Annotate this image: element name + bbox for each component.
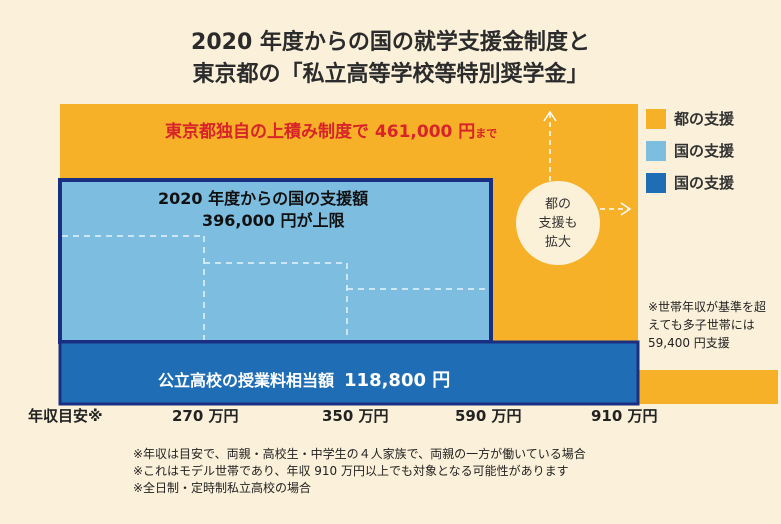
multi-child-support-bar: [638, 370, 778, 404]
axis-prefix: 年収目安※: [28, 407, 103, 425]
legend-item-national-light: 国の支援: [646, 140, 734, 161]
axis-tick-910: 910 万円: [591, 407, 658, 425]
legend-swatch-national-dark: [646, 172, 666, 193]
axis-tick-270: 270 万円: [172, 407, 239, 425]
footnote-1: ※年収は目安で、両親・高校生・中学生の４人家族で、両親の一方が働いている場合: [133, 447, 586, 461]
expand-line1: 都の: [544, 196, 571, 212]
axis-tick-590: 590 万円: [455, 407, 522, 425]
public-tuition-area: [58, 340, 640, 406]
axis-tick-350: 350 万円: [322, 407, 389, 425]
chart-title-line1: 2020 年度からの国の就学支援金制度と: [191, 30, 590, 55]
legend-item-tokyo: 都の支援: [646, 108, 734, 129]
expand-line2: 支援も: [538, 215, 578, 231]
footnote-3: ※全日制・定時制私立高校の場合: [133, 481, 312, 495]
tokyo-expand-badge: 都の 支援も 拡大: [516, 181, 600, 265]
legend-swatch-tokyo: [646, 108, 666, 129]
national-support-label: 2020 年度からの国の支援額 396,000 円が上限: [158, 188, 368, 232]
tokyo-support-label: 東京都独自の上積み制度で 461,000 円まで: [165, 122, 498, 142]
chart-title-line2: 東京都の「私立高等学校等特別奨学金」: [192, 62, 589, 87]
public-tuition-label: 公立高校の授業料相当額 118,800 円: [158, 370, 451, 391]
national-support-line1: 2020 年度からの国の支援額: [158, 189, 369, 208]
national-support-line2: 396,000 円が上限: [202, 211, 345, 230]
legend-swatch-national-light: [646, 140, 666, 161]
expand-arrows: [543, 110, 632, 216]
expand-line3: 拡大: [544, 234, 571, 250]
multi-child-note: ※世帯年収が基準を超えても多子世帯には 59,400 円支援: [648, 300, 767, 350]
footnotes: ※年収は目安で、両親・高校生・中学生の４人家族で、両親の一方が働いている場合 ※…: [133, 446, 586, 497]
legend-item-national-dark: 国の支援: [646, 172, 734, 193]
step-dashed-lines: [62, 235, 489, 340]
tokyo-support-suffix: まで: [475, 127, 498, 140]
public-tuition-amount: 118,800 円: [344, 370, 451, 391]
national-support-area: [58, 178, 493, 344]
footnote-2: ※これはモデル世帯であり、年収 910 万円以上でも対象となる可能性があります: [133, 464, 569, 478]
